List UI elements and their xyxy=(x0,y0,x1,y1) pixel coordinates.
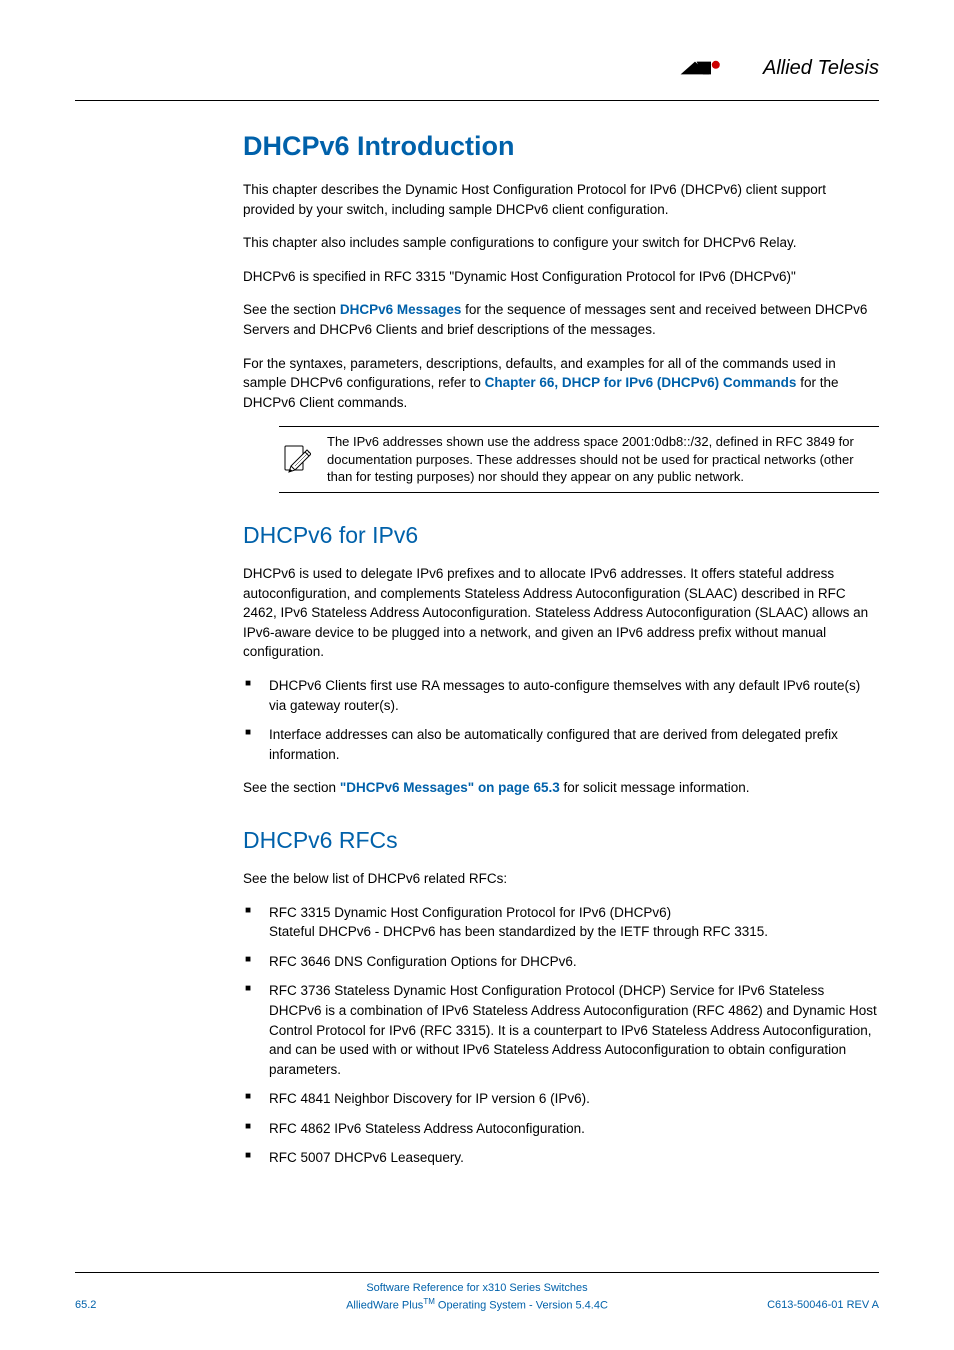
footer-version-line: AlliedWare PlusTM Operating System - Ver… xyxy=(215,1296,739,1314)
rfc-b1-line2: Stateful DHCPv6 - DHCPv6 has been standa… xyxy=(269,924,768,939)
note-box: The IPv6 addresses shown use the address… xyxy=(279,426,879,493)
section-heading-rfcs: DHCPv6 RFCs xyxy=(243,824,879,857)
list-item: Interface addresses can also be automati… xyxy=(243,725,879,764)
rfc-bullet-list: RFC 3315 Dynamic Host Configuration Prot… xyxy=(243,903,879,1168)
list-item: RFC 5007 DHCPv6 Leasequery. xyxy=(243,1148,879,1168)
footer-doc-rev: C613-50046-01 REV A xyxy=(739,1298,879,1314)
chapter-66-link[interactable]: Chapter 66, DHCP for IPv6 (DHCPv6) Comma… xyxy=(485,375,797,390)
footer-page-number: 65.2 xyxy=(75,1298,215,1314)
ipv6-p2-post-text: for solicit message information. xyxy=(560,780,750,795)
ipv6-p2-pre-text: See the section xyxy=(243,780,340,795)
rfc-b1-line1: RFC 3315 Dynamic Host Configuration Prot… xyxy=(269,905,671,920)
dhcpv6-messages-page-link[interactable]: "DHCPv6 Messages" on page 65.3 xyxy=(340,780,560,795)
list-item: RFC 3646 DNS Configuration Options for D… xyxy=(243,952,879,972)
list-item: RFC 3315 Dynamic Host Configuration Prot… xyxy=(243,903,879,942)
note-text: The IPv6 addresses shown use the address… xyxy=(327,433,879,486)
intro-paragraph-3: DHCPv6 is specified in RFC 3315 "Dynamic… xyxy=(243,267,879,287)
list-item: RFC 3736 Stateless Dynamic Host Configur… xyxy=(243,981,879,1079)
ipv6-paragraph-1: DHCPv6 is used to delegate IPv6 prefixes… xyxy=(243,564,879,662)
rfc-intro-paragraph: See the below list of DHCPv6 related RFC… xyxy=(243,869,879,889)
ipv6-bullet-list: DHCPv6 Clients first use RA messages to … xyxy=(243,676,879,764)
list-item: RFC 4862 IPv6 Stateless Address Autoconf… xyxy=(243,1119,879,1139)
list-item: DHCPv6 Clients first use RA messages to … xyxy=(243,676,879,715)
footer-title-line: Software Reference for x310 Series Switc… xyxy=(215,1281,739,1296)
intro-paragraph-1: This chapter describes the Dynamic Host … xyxy=(243,180,879,219)
ipv6-paragraph-2: See the section "DHCPv6 Messages" on pag… xyxy=(243,778,879,798)
list-item: RFC 4841 Neighbor Discovery for IP versi… xyxy=(243,1089,879,1109)
intro-paragraph-4: See the section DHCPv6 Messages for the … xyxy=(243,300,879,339)
p4-pre-text: See the section xyxy=(243,302,340,317)
logo-text: Allied Telesis xyxy=(763,54,879,83)
intro-paragraph-5: For the syntaxes, parameters, descriptio… xyxy=(243,354,879,413)
dhcpv6-messages-link[interactable]: DHCPv6 Messages xyxy=(340,302,462,317)
header-rule xyxy=(75,100,879,101)
note-pencil-icon xyxy=(279,444,313,476)
header-logo-bar: Allied Telesis xyxy=(75,48,879,88)
footer-rule xyxy=(75,1272,879,1273)
page-footer: 65.2 Software Reference for x310 Series … xyxy=(75,1272,879,1314)
page-title: DHCPv6 Introduction xyxy=(243,127,879,166)
allied-telesis-logo-icon xyxy=(679,56,759,80)
footer-center: Software Reference for x310 Series Switc… xyxy=(215,1281,739,1314)
intro-paragraph-2: This chapter also includes sample config… xyxy=(243,233,879,253)
section-heading-ipv6: DHCPv6 for IPv6 xyxy=(243,519,879,552)
